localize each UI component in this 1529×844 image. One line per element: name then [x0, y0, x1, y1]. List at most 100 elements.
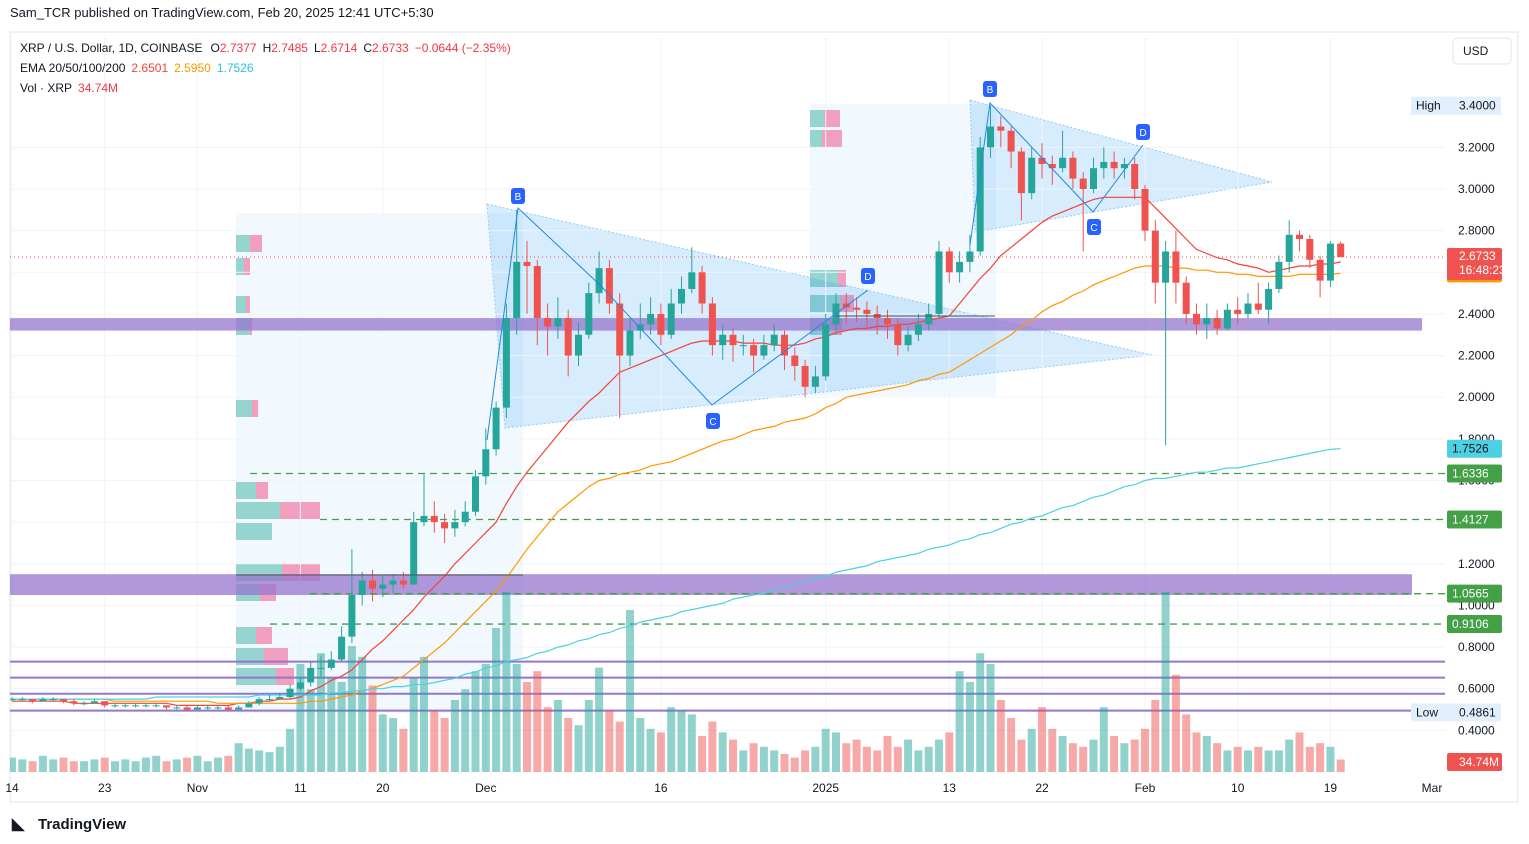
volume-bar	[244, 748, 253, 772]
volume-bar	[904, 739, 913, 772]
x-tick-label: 22	[1035, 781, 1049, 795]
volume-bar	[821, 728, 830, 772]
candle-body	[914, 324, 922, 335]
pattern-label-box	[1136, 124, 1150, 140]
candle-body	[781, 334, 788, 356]
candle-body	[1275, 261, 1283, 289]
volume-bar	[698, 736, 707, 772]
candle-body	[183, 707, 191, 710]
currency-box[interactable]	[1452, 37, 1512, 65]
candle-body	[966, 251, 974, 262]
volume-bar	[1213, 743, 1222, 772]
volume-bar	[286, 728, 295, 772]
volume-bar	[10, 757, 16, 772]
last-price: 2.6733	[1459, 249, 1496, 263]
volume-bar	[399, 728, 408, 772]
pattern-label: C	[1090, 223, 1097, 234]
volume-bar	[409, 678, 418, 772]
volume-bar	[1202, 736, 1211, 772]
candle-body	[708, 303, 716, 346]
volume-bar	[28, 761, 37, 772]
candle-body	[152, 705, 160, 707]
candle-body	[1306, 238, 1314, 260]
candle-body	[214, 707, 222, 709]
pattern-label-box	[983, 81, 997, 97]
candle-body	[1048, 164, 1056, 169]
vol-line: Vol · XRP 34.74M	[20, 81, 118, 95]
candle-body	[1120, 164, 1128, 169]
volume-bar	[687, 714, 696, 772]
volume-bar	[18, 759, 27, 772]
x-tick-label: Dec	[475, 781, 496, 795]
volume-bar	[1161, 592, 1170, 772]
c-value: 2.6733	[372, 41, 409, 55]
volume-bar	[59, 757, 68, 772]
zone	[10, 574, 1412, 596]
candle-body	[430, 515, 438, 523]
profile-region	[810, 104, 996, 396]
pattern-label: B	[515, 192, 522, 203]
change: −0.0644 (−2.35%)	[415, 41, 511, 55]
candle-body	[719, 334, 727, 346]
last-price-box	[1447, 248, 1502, 281]
profile-bar	[236, 627, 256, 644]
volume-bar	[131, 761, 140, 772]
countdown: 16:48:23	[1459, 263, 1506, 277]
profile-bar	[244, 258, 250, 275]
profile-bar	[236, 296, 246, 313]
candle-body	[647, 313, 655, 325]
zone	[10, 318, 1422, 331]
candle-body	[1131, 164, 1139, 189]
candle-body	[863, 309, 871, 314]
candle-body	[575, 334, 582, 356]
volume-bar	[1151, 700, 1160, 772]
candle-body	[657, 313, 665, 335]
candle-body	[410, 522, 418, 585]
pattern-label: D	[864, 272, 871, 283]
candle-body	[472, 476, 479, 512]
candle-body	[688, 272, 696, 289]
high-value: 3.4000	[1459, 99, 1496, 113]
volume-bar	[90, 759, 99, 772]
candle-body	[616, 303, 624, 356]
profile-bar	[256, 482, 268, 499]
published: Sam_TCR published on TradingView.com, Fe…	[10, 5, 434, 20]
candle-body	[1038, 157, 1046, 165]
volume-bar	[1110, 736, 1119, 772]
x-tick-label: 13	[943, 781, 957, 795]
frame	[9, 31, 1519, 803]
currency[interactable]: USD	[1463, 44, 1489, 58]
volume-bar	[1099, 707, 1108, 772]
candle-body	[1244, 303, 1252, 314]
candle-body	[884, 318, 891, 325]
candle-body	[801, 365, 809, 387]
candle-body	[327, 659, 335, 668]
candle-body	[1223, 309, 1231, 329]
candle-body	[1203, 318, 1211, 325]
candle-body	[1028, 157, 1036, 194]
volume-bar	[605, 710, 614, 772]
volume-bar	[1223, 750, 1232, 772]
candle-body	[132, 705, 140, 707]
candle-body	[245, 703, 253, 708]
candle-body	[1172, 251, 1180, 283]
volume-bar	[100, 757, 109, 772]
candle-body	[1110, 161, 1118, 169]
y-tick-label: 0.6000	[1458, 682, 1495, 696]
volume-bar	[780, 754, 789, 772]
candle-body	[678, 288, 685, 304]
profile-bar	[250, 235, 262, 252]
candle-body	[729, 334, 737, 346]
volume-bar	[935, 739, 943, 772]
volume-bar	[214, 757, 222, 772]
candle-body	[142, 705, 150, 707]
volume-bar	[80, 761, 89, 772]
vol-value: 34.74M	[78, 81, 118, 95]
volume-bar	[1017, 739, 1026, 772]
volume-bar	[595, 667, 604, 772]
volume-bar	[790, 757, 799, 772]
candle-body	[1017, 151, 1025, 194]
profile-bar	[236, 235, 250, 252]
candle-body	[276, 697, 284, 700]
ema-tag: 1.7526	[1452, 442, 1489, 456]
